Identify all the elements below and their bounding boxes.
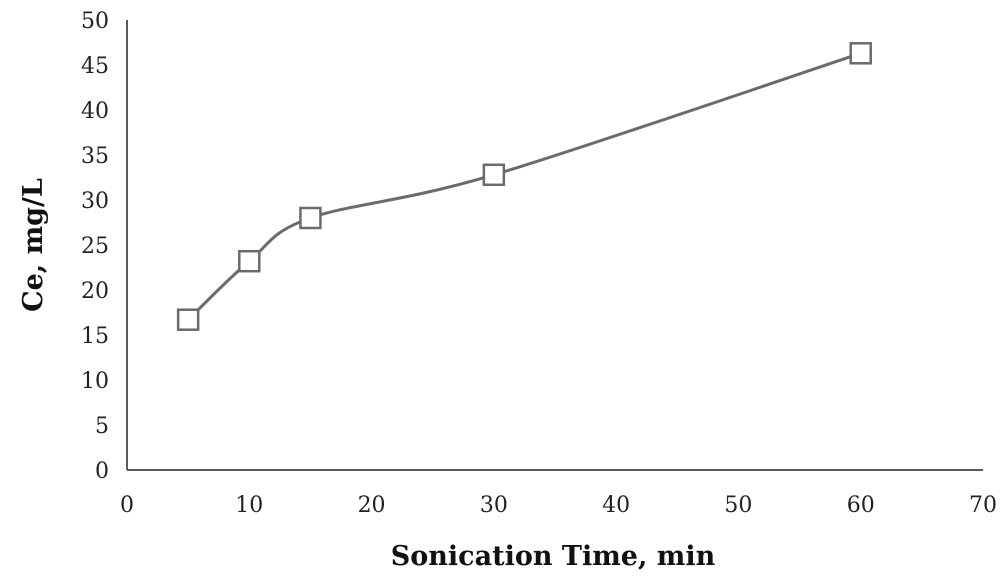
x-tick-label: 60: [847, 493, 875, 518]
series-line: [187, 51, 862, 321]
x-axis-title: Sonication Time, min: [391, 541, 716, 572]
y-tick-label: 30: [81, 189, 109, 214]
data-point-marker: [299, 206, 322, 230]
y-tick-label: 35: [81, 144, 109, 169]
x-tick-label: 50: [724, 493, 752, 518]
data-point-marker: [176, 308, 200, 331]
data-point-marker: [238, 249, 261, 273]
y-tick-label: 45: [81, 54, 109, 79]
y-tick-label: 40: [81, 99, 109, 124]
x-tick-label: 30: [480, 493, 508, 518]
y-axis-ticks: 0 5 10 15 20 25 30 35 40 45 50: [81, 9, 109, 484]
data-point-marker: [482, 163, 506, 187]
x-tick-label: 70: [969, 493, 997, 518]
x-tick-label: 0: [120, 493, 134, 518]
x-tick-label: 40: [602, 493, 630, 518]
x-tick-label: 10: [235, 493, 263, 518]
x-axis-ticks: 0 10 20 30 40 50 60 70: [120, 493, 997, 518]
x-tick-label: 20: [358, 493, 386, 518]
y-tick-label: 0: [95, 459, 109, 484]
y-tick-label: 10: [81, 369, 109, 394]
data-point-marker: [849, 42, 872, 65]
data-markers: [176, 42, 872, 331]
y-tick-label: 5: [95, 414, 109, 439]
y-tick-label: 20: [81, 279, 109, 304]
y-tick-label: 15: [81, 324, 109, 349]
y-tick-label: 25: [81, 234, 109, 259]
y-tick-label: 50: [81, 9, 109, 34]
y-axis-title: Ce, mg/L: [18, 178, 49, 312]
